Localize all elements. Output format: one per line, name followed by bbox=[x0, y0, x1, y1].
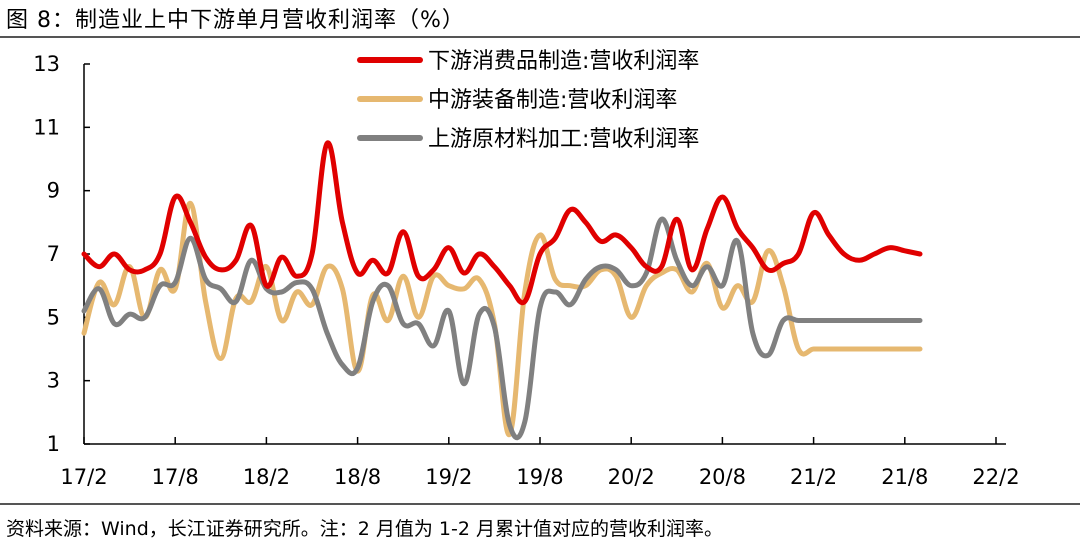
legend-label: 上游原材料加工:营收利润率 bbox=[428, 127, 699, 152]
figure-title: 图 8：制造业上中下游单月营收利润率（%） bbox=[6, 8, 465, 33]
x-tick-label: 19/2 bbox=[425, 465, 472, 489]
x-tick-label: 21/2 bbox=[790, 465, 837, 489]
x-tick-label: 22/2 bbox=[972, 465, 1019, 489]
y-tick-label: 7 bbox=[47, 242, 60, 266]
x-tick-label: 18/2 bbox=[243, 465, 290, 489]
legend-label: 中游装备制造:营收利润率 bbox=[428, 88, 677, 113]
x-tick-label: 18/8 bbox=[334, 465, 381, 489]
series-line-0 bbox=[81, 140, 923, 306]
y-tick-label: 3 bbox=[47, 369, 60, 393]
x-tick-label: 17/2 bbox=[60, 465, 107, 489]
x-tick-label: 17/8 bbox=[152, 465, 199, 489]
source-note: 资料来源：Wind，长江证券研究所。注：2 月值为 1-2 月累计值对应的营收利… bbox=[6, 518, 723, 540]
x-tick-label: 19/8 bbox=[516, 465, 563, 489]
y-tick-label: 13 bbox=[33, 52, 60, 76]
y-tick-label: 1 bbox=[47, 432, 60, 456]
bottom-rule bbox=[0, 503, 1080, 505]
x-tick-label: 20/8 bbox=[699, 465, 746, 489]
x-tick-label: 21/8 bbox=[881, 465, 928, 489]
chart-series bbox=[81, 140, 923, 441]
y-tick-label: 9 bbox=[47, 179, 60, 203]
legend-label: 下游消费品制造:营收利润率 bbox=[428, 49, 699, 74]
y-tick-label: 11 bbox=[33, 115, 60, 139]
y-tick-label: 5 bbox=[47, 305, 60, 329]
x-tick-label: 20/2 bbox=[608, 465, 655, 489]
series-line-2 bbox=[81, 216, 923, 441]
top-rule bbox=[0, 36, 1080, 38]
